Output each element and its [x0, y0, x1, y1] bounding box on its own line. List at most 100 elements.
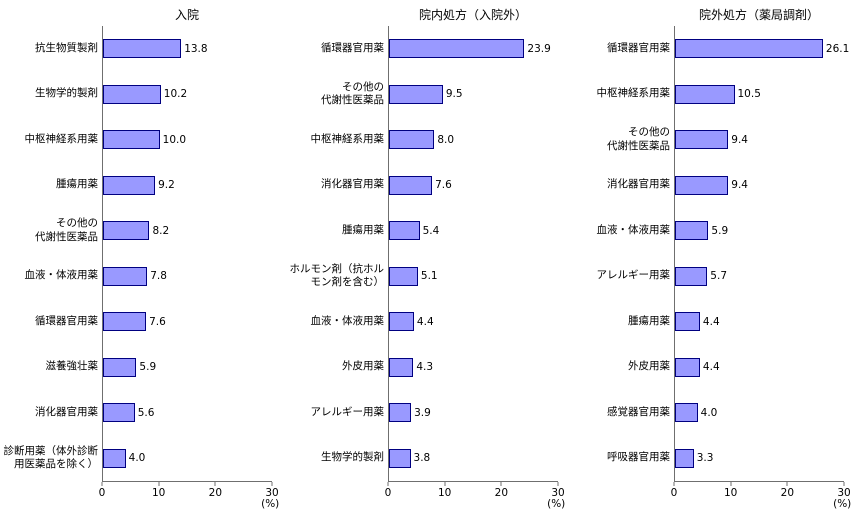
bar-row: その他の 代謝性医薬品 9.5 [286, 71, 572, 117]
category-label: 循環器官用薬 [321, 41, 384, 54]
bar [675, 221, 709, 241]
bar [389, 175, 433, 195]
bar-cell: 7.6 [102, 299, 273, 345]
bar-row: 腫瘍用薬 9.2 [0, 162, 286, 208]
bar-cell: 9.2 [102, 162, 273, 208]
x-axis-tick [158, 482, 160, 486]
category-label: その他の 代謝性医薬品 [607, 126, 670, 152]
category-label: 外皮用薬 [628, 360, 670, 373]
bar [389, 266, 418, 286]
bar-row: 腫瘍用薬 4.4 [572, 299, 858, 345]
value-label: 3.3 [696, 452, 714, 465]
bar [389, 312, 414, 332]
bar [389, 221, 420, 241]
bar-cell: 10.5 [674, 71, 845, 117]
bar-row: 循環器官用薬 7.6 [0, 299, 286, 345]
value-label: 4.3 [416, 361, 434, 374]
bar-cell: 5.7 [674, 253, 845, 299]
value-label: 5.9 [711, 224, 729, 237]
bar-cell: 4.0 [674, 390, 845, 436]
bar [103, 312, 147, 332]
x-axis: 0 10 20 30 (%) [671, 481, 851, 512]
bar [389, 448, 411, 468]
category-label: アレルギー用薬 [310, 405, 385, 418]
bar-row: 抗生物質製剤 13.8 [0, 26, 286, 72]
x-axis-tick-label: 0 [98, 487, 106, 499]
category-label: 消化器官用薬 [35, 405, 98, 418]
chart-title: 入院 [174, 8, 199, 22]
value-label: 3.8 [413, 452, 431, 465]
x-axis: 0 10 20 30 (%) [384, 481, 565, 512]
bar-cell: 3.8 [388, 435, 559, 481]
value-label: 5.1 [420, 270, 438, 283]
bar [103, 130, 160, 150]
x-axis-tick-label: 10 [437, 487, 452, 499]
x-axis-tick [557, 482, 559, 486]
category-label: 呼吸器官用薬 [607, 451, 670, 464]
bar [675, 403, 698, 423]
bar-row: 血液・体液用薬 4.4 [286, 299, 572, 345]
bar-cell: 8.2 [102, 208, 273, 254]
x-axis-tick [444, 482, 446, 486]
category-label: その他の 代謝性医薬品 [35, 217, 98, 243]
value-label: 4.4 [416, 315, 434, 328]
bar-row: 中枢神経系用薬 8.0 [286, 117, 572, 163]
category-label: その他の 代謝性医薬品 [321, 80, 384, 107]
bar-row: アレルギー用薬 5.7 [572, 253, 858, 299]
x-axis-tick-label: 20 [208, 487, 223, 499]
category-label: 腫瘍用薬 [628, 314, 670, 327]
bar-row: 感覚器官用薬 4.0 [572, 390, 858, 436]
bar [675, 312, 700, 332]
value-label: 7.6 [435, 179, 452, 192]
value-label: 23.9 [527, 42, 551, 55]
bar-cell: 4.4 [388, 299, 559, 345]
bar-row: 中枢神経系用薬 10.0 [0, 117, 286, 163]
bar-cell: 3.3 [674, 435, 845, 481]
bar-cell: 5.9 [674, 208, 845, 254]
category-label: 生物学的製剤 [35, 87, 98, 100]
plot-area: 循環器官用薬 26.1 中枢神経系用薬 10.5 その他の 代謝性医薬品 9.4 消化器官用… [572, 26, 858, 481]
x-axis-tick-label: 0 [384, 487, 392, 499]
bar [675, 357, 700, 377]
category-label: 診断用薬（体外診断 用医薬品を除く） [3, 444, 99, 471]
x-axis: 0 10 20 30 (%) [98, 481, 279, 512]
x-axis-tick [843, 482, 845, 486]
bar [675, 84, 735, 104]
value-label: 4.4 [702, 361, 720, 374]
bar [675, 39, 823, 59]
bar [675, 266, 708, 286]
bar [389, 84, 443, 104]
bar-cell: 4.4 [674, 299, 845, 345]
bar-cell: 4.0 [102, 435, 273, 481]
bar-cell: 10.0 [102, 117, 273, 163]
value-label: 26.1 [825, 42, 850, 55]
category-label: 腫瘍用薬 [342, 223, 384, 236]
bar-cell: 4.4 [674, 344, 845, 390]
bar [103, 266, 148, 286]
value-label: 5.4 [422, 224, 440, 237]
x-axis-tick-label: 10 [151, 487, 166, 499]
category-label: 感覚器官用薬 [607, 405, 670, 418]
value-label: 3.9 [414, 406, 431, 419]
bar [675, 130, 729, 150]
value-label: 4.4 [702, 315, 720, 328]
category-label: 血液・体液用薬 [24, 269, 99, 282]
x-axis-tick [786, 482, 788, 486]
x-axis-tick [500, 482, 502, 486]
x-axis-tick-label: 30 [837, 487, 851, 499]
bar-cell: 7.8 [102, 253, 273, 299]
category-label: 循環器官用薬 [607, 41, 670, 54]
chart-panel: 入院 抗生物質製剤 13.8 生物学的製剤 10.2 中枢神経系用薬 10.0 腫瘍用薬 9.2… [0, 0, 286, 518]
bar-row: 血液・体液用薬 7.8 [0, 253, 286, 299]
x-axis-tick-label: 20 [780, 487, 795, 499]
category-label: 血液・体液用薬 [310, 314, 385, 327]
value-label: 7.6 [149, 315, 166, 328]
x-axis-tick-label: 30 [551, 487, 565, 499]
bar-cell: 5.6 [102, 390, 273, 436]
bar [675, 448, 694, 468]
x-axis-tick-label: 20 [494, 487, 509, 499]
category-label: 抗生物質製剤 [35, 41, 98, 54]
bar-row: 消化器官用薬 7.6 [286, 162, 572, 208]
category-label: アレルギー用薬 [596, 269, 671, 282]
x-axis-tick [730, 482, 732, 486]
